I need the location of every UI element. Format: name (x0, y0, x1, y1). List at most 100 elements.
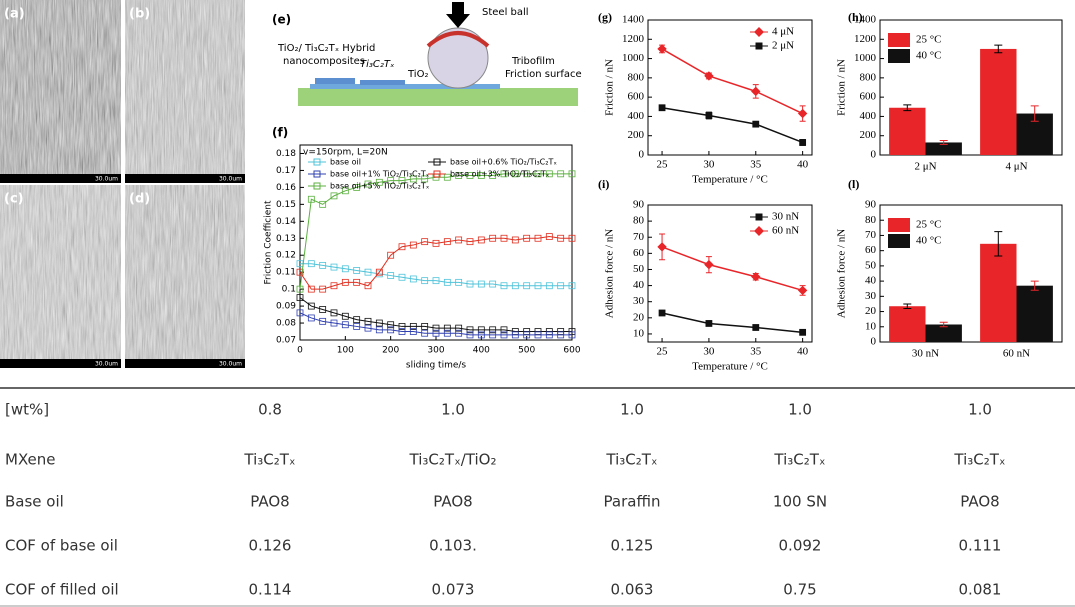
y-tick-label: 0.07 (276, 336, 296, 346)
x-tick-label: 300 (427, 346, 444, 356)
marker (432, 329, 440, 337)
panel-label: (c) (4, 192, 24, 207)
y-tick-label: 60 (633, 247, 645, 259)
x-tick-label: 100 (337, 346, 354, 356)
series-line (299, 297, 572, 333)
marker (421, 238, 429, 246)
legend-label: base oil+1% TiO₂/Ti₃C₂Tₓ (330, 170, 430, 179)
y-tick-label: 0.14 (276, 217, 296, 227)
y-tick-label: 600 (860, 91, 877, 103)
marker (455, 329, 463, 337)
x-tick-label: 35 (750, 159, 762, 171)
y-axis-label: Friction / nN (836, 59, 848, 116)
marker (296, 309, 304, 317)
x-tick-label: 500 (518, 346, 535, 356)
table-cell: PAO8 (960, 493, 999, 511)
series-line (299, 312, 572, 336)
marker (353, 278, 361, 286)
marker (799, 328, 807, 336)
legend-label: 30 nN (772, 211, 799, 223)
marker (466, 331, 474, 339)
marker (330, 319, 338, 327)
row-label: MXene (5, 451, 56, 469)
marker (353, 323, 361, 330)
marker (387, 321, 395, 329)
marker (432, 324, 440, 332)
marker (545, 233, 553, 240)
marker (751, 86, 761, 97)
marker (568, 234, 576, 242)
nanosheet (315, 78, 355, 84)
y-tick-label: 30 (865, 290, 877, 302)
marker (409, 175, 417, 183)
panel-label: (e) (272, 13, 291, 27)
legend-label: 40 °C (916, 50, 942, 62)
bar (889, 107, 926, 155)
marker (319, 306, 327, 313)
legend-marker (313, 170, 321, 178)
marker (398, 323, 406, 330)
table-cell: 0.073 (432, 581, 475, 599)
table-cell: 0.125 (611, 537, 654, 555)
marker (432, 239, 440, 247)
marker (307, 285, 315, 293)
scale-strip (125, 359, 245, 368)
y-tick-label: 0.17 (276, 166, 296, 176)
marker (387, 272, 395, 279)
legend-marker (433, 170, 441, 178)
x-tick-label: 40 (797, 346, 809, 358)
x-tick-label: 60 nN (1003, 348, 1030, 360)
legend-label: 40 °C (916, 235, 942, 247)
marker (330, 192, 338, 200)
marker (466, 172, 474, 179)
scale-label: 30.0um (219, 176, 242, 183)
marker (568, 170, 576, 178)
y-tick-label: 800 (628, 71, 645, 83)
x-tick-label: 35 (750, 346, 762, 358)
y-tick-label: 0.1 (282, 285, 296, 295)
marker (375, 319, 383, 327)
legend-swatch (888, 49, 910, 63)
y-tick-label: 80 (865, 214, 877, 226)
x-tick-label: 400 (473, 346, 490, 356)
marker (341, 321, 349, 329)
marker (307, 314, 315, 322)
y-tick-label: 400 (628, 110, 645, 122)
marker (489, 326, 497, 334)
marker (364, 282, 372, 290)
marker (500, 326, 508, 334)
y-axis-label: Adhesion force / nN (836, 229, 848, 319)
table-cell: 1.0 (968, 401, 992, 419)
marker (511, 236, 519, 244)
table-cell: 1.0 (620, 401, 644, 419)
label: TiO₂ (407, 69, 428, 80)
label: Friction surface (505, 69, 582, 80)
legend-marker (433, 158, 441, 166)
y-tick-label: 40 (633, 279, 645, 291)
marker (432, 277, 440, 285)
marker (421, 277, 429, 285)
label: Tribofilm (511, 56, 555, 67)
legend-marker (313, 158, 321, 166)
table-cell: 1.0 (441, 401, 465, 419)
legend-marker (754, 27, 764, 37)
marker (752, 324, 760, 331)
marker (364, 268, 372, 276)
y-tick-label: 30 (633, 295, 645, 307)
y-tick-label: 600 (628, 91, 645, 103)
bar (925, 142, 962, 155)
row-label: COF of base oil (5, 537, 118, 555)
legend-label: 60 nN (772, 225, 799, 237)
marker (658, 309, 666, 317)
y-axis-label: Friction / nN (604, 59, 616, 116)
x-tick-label: 30 nN (912, 348, 939, 360)
marker (353, 316, 361, 324)
x-tick-label: 200 (382, 346, 399, 356)
marker (296, 268, 304, 276)
marker (466, 238, 474, 246)
marker (466, 280, 474, 288)
marker (455, 172, 463, 179)
x-tick-label: 4 μN (1005, 161, 1027, 173)
series-line (661, 107, 803, 144)
